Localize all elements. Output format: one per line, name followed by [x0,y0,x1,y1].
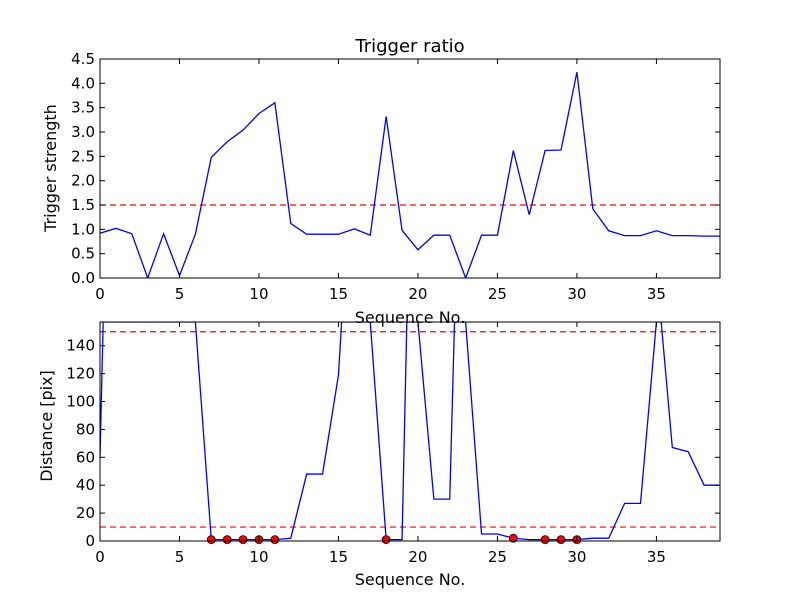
data-point-marker [540,535,550,545]
y-tick-label: 0.5 [71,245,95,263]
x-tick-label: 0 [95,285,105,303]
x-tick-label: 20 [408,285,427,303]
x-tick-label: 20 [408,548,427,566]
y-tick-label: 40 [76,476,95,494]
data-point-marker [381,535,391,545]
axes-frame [99,321,721,542]
x-tick-label: 35 [647,285,666,303]
series-line [100,322,720,541]
x-tick-label: 5 [175,548,185,566]
y-tick-label: 3.5 [71,99,95,117]
distance-chart: Sequence No. Distance [pix] 0 5 10 15 20 25 30… [37,321,721,589]
y-tick-label: 4.5 [71,50,95,68]
y-tick-label: 2.5 [71,147,95,165]
y-axis-label: Trigger strength [41,104,60,233]
y-tick-label: 60 [76,448,95,466]
data-point-marker [222,535,232,545]
x-tick-label: 30 [567,548,586,566]
x-tick-label: 30 [567,285,586,303]
x-axis-label: Sequence No. [355,308,466,327]
data-point-marker [270,535,280,545]
x-tick-label: 35 [647,548,666,566]
y-tick-label: 2.0 [71,172,95,190]
x-tick-label: 25 [488,285,507,303]
y-tick-label: 0 [85,532,95,550]
y-tick-label: 80 [76,420,95,438]
series-line [100,72,720,278]
x-tick-label: 10 [249,548,268,566]
data-point-marker [556,535,566,545]
x-axis-label: Sequence No. [355,570,466,589]
data-point-marker [508,533,518,543]
trigger-ratio-chart: Trigger ratio Sequence No. Trigger stren… [41,36,721,327]
y-tick-label: 140 [66,337,95,355]
y-tick-label: 4.0 [71,74,95,92]
y-tick-label: 1.0 [71,220,95,238]
x-tick-label: 0 [95,548,105,566]
x-tick-label: 25 [488,548,507,566]
y-axis-label: Distance [pix] [37,370,56,482]
x-tick-label: 5 [175,285,185,303]
y-tick-label: 20 [76,504,95,522]
y-tick-label: 0.0 [71,269,95,287]
data-point-marker [206,535,216,545]
chart-title: Trigger ratio [354,36,464,57]
data-point-marker [238,535,248,545]
y-tick-label: 1.5 [71,196,95,214]
y-tick-label: 120 [66,365,95,383]
x-tick-label: 15 [329,285,348,303]
y-tick-label: 100 [66,393,95,411]
x-tick-label: 10 [249,285,268,303]
axes-frame [99,58,721,279]
y-tick-label: 3.0 [71,123,95,141]
x-tick-label: 15 [329,548,348,566]
